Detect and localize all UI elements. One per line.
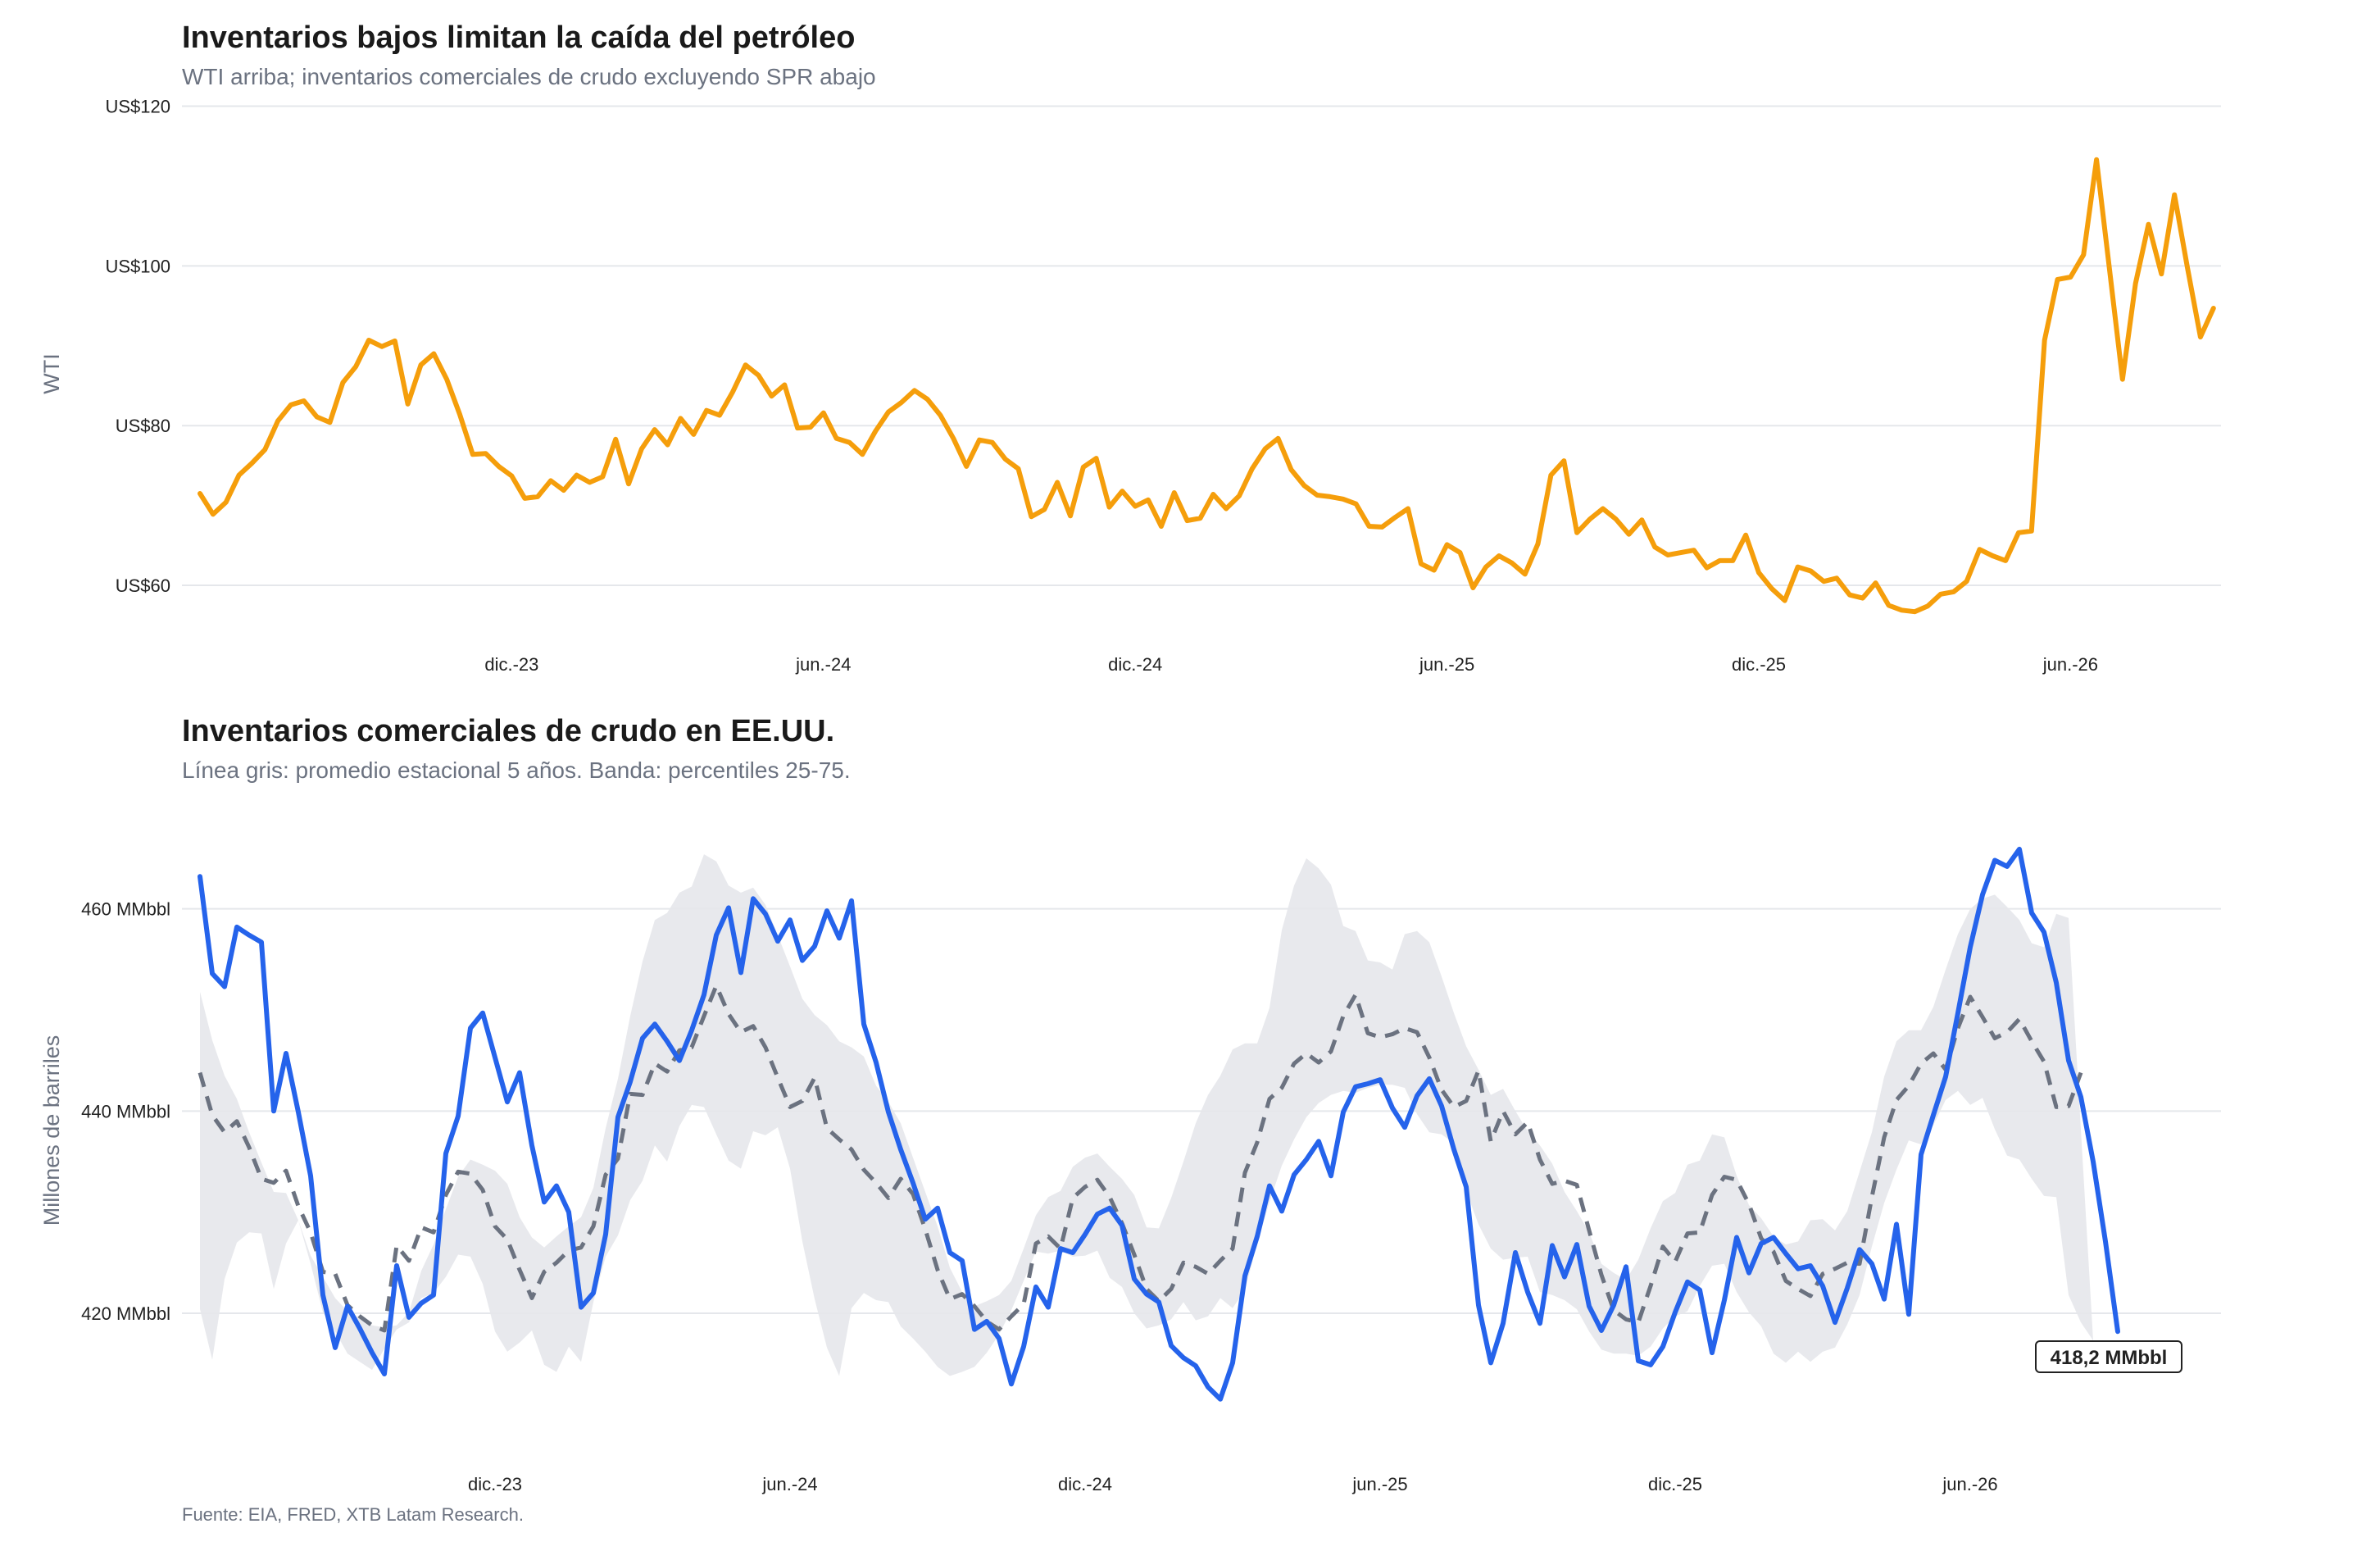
top-y-tick-label: US$120 xyxy=(105,96,170,116)
bottom-chart-band-layer xyxy=(200,854,2093,1376)
top-chart-gridlines xyxy=(182,105,2221,587)
percentile-band xyxy=(200,854,2093,1376)
bottom-x-tick-label: dic.-23 xyxy=(468,1474,522,1494)
top-x-tick-label: jun.-24 xyxy=(795,654,851,675)
last-value-annotation: 418,2 MMbbl xyxy=(2035,1340,2182,1373)
seasonal-average-line xyxy=(198,983,2083,1333)
bottom-x-tick-label: dic.-24 xyxy=(1058,1474,1112,1494)
top-chart-y-axis-label: WTI xyxy=(39,353,64,393)
bottom-x-tick-label: dic.-25 xyxy=(1648,1474,1702,1494)
top-chart-x-ticks: dic.-23 jun.-24 dic.-24 jun.-25 dic.-25 jun.-… xyxy=(484,654,2098,675)
top-x-tick-label: dic.-24 xyxy=(1108,654,1162,675)
last-value-label: 418,2 MMbbl xyxy=(2051,1347,2168,1369)
top-x-tick-label: dic.-25 xyxy=(1732,654,1786,675)
bottom-chart-y-axis-label: Millones de barriles xyxy=(39,1035,64,1226)
bottom-chart-subtitle: Línea gris: promedio estacional 5 años. … xyxy=(182,757,851,783)
wti-price-line xyxy=(198,157,2216,615)
top-chart-title: Inventarios bajos limitan la caída del p… xyxy=(182,20,855,55)
top-y-tick-label: US$60 xyxy=(116,575,170,596)
bottom-chart-series xyxy=(198,846,2120,1402)
top-y-tick-label: US$80 xyxy=(116,416,170,436)
bottom-x-tick-label: jun.-25 xyxy=(1351,1474,1407,1494)
bottom-y-tick-label: 440 MMbbl xyxy=(81,1101,170,1121)
bottom-x-tick-label: jun.-26 xyxy=(1942,1474,1997,1494)
bottom-y-tick-label: 460 MMbbl xyxy=(81,899,170,920)
top-chart-subtitle: WTI arriba; inventarios comerciales de c… xyxy=(182,64,876,89)
bottom-chart-y-ticks: 420 MMbbl 440 MMbbl 460 MMbbl xyxy=(81,899,170,1324)
bottom-y-tick-label: 420 MMbbl xyxy=(81,1303,170,1324)
bottom-chart-x-ticks: dic.-23 jun.-24 dic.-24 jun.-25 dic.-25 jun.-… xyxy=(468,1474,1998,1494)
top-x-tick-label: dic.-23 xyxy=(484,654,538,675)
top-x-tick-label: jun.-26 xyxy=(2042,654,2098,675)
top-y-tick-label: US$100 xyxy=(105,256,170,276)
top-x-tick-label: jun.-25 xyxy=(1419,654,1474,675)
top-chart-series xyxy=(198,157,2216,615)
source-caption: Fuente: EIA, FRED, XTB Latam Research. xyxy=(182,1504,524,1525)
bottom-x-tick-label: jun.-24 xyxy=(761,1474,817,1494)
crude-inventory-line xyxy=(198,846,2120,1402)
bottom-chart-title: Inventarios comerciales de crudo en EE.U… xyxy=(182,714,834,748)
top-chart-y-ticks: US$60 US$80 US$100 US$120 xyxy=(105,96,170,596)
